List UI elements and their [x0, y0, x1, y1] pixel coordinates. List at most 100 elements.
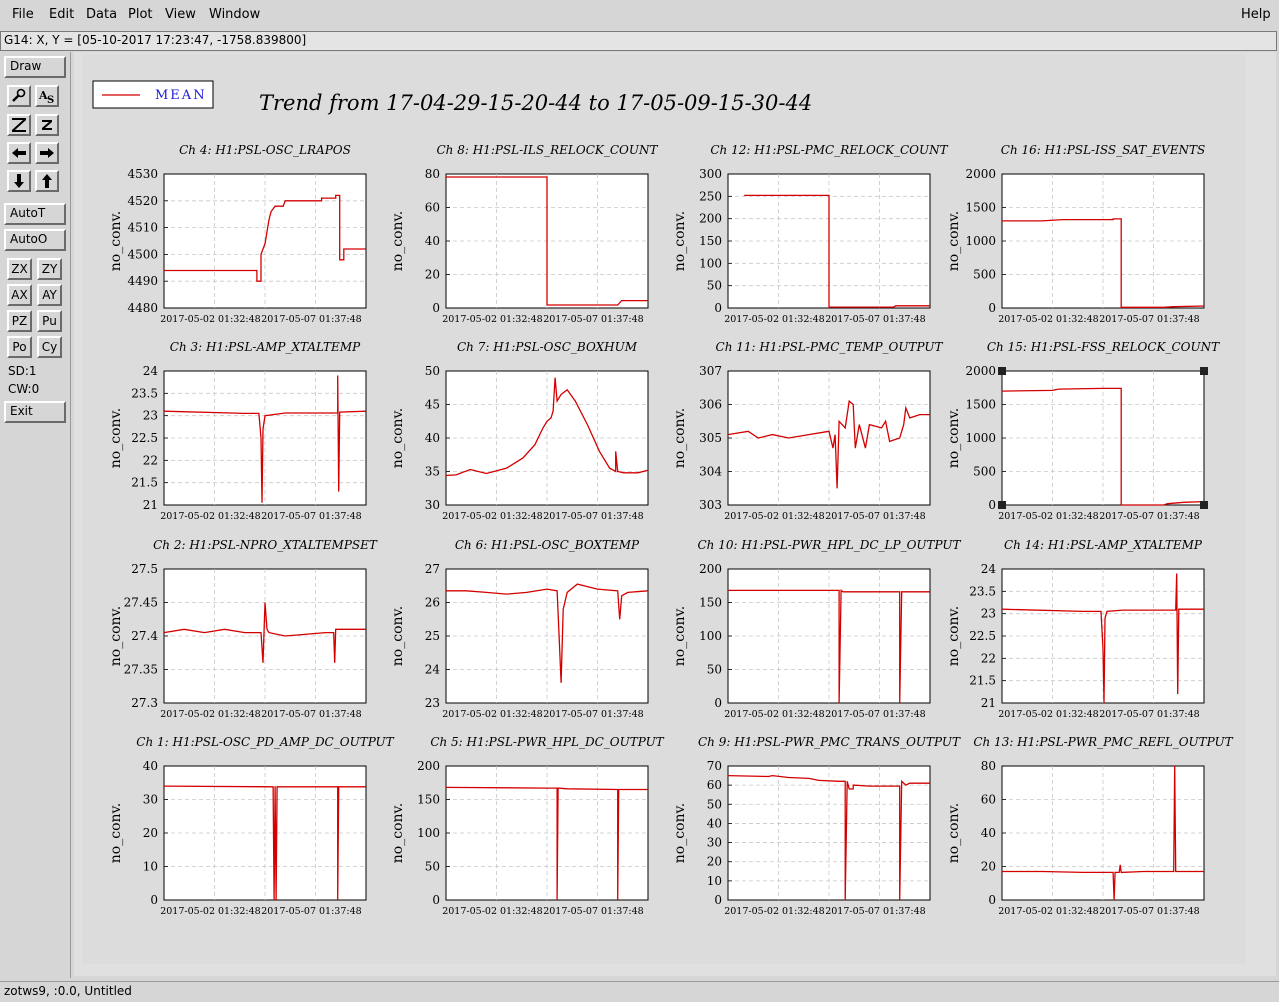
menu-view[interactable]: View	[165, 7, 196, 22]
panel-2[interactable]: Ch 8: H1:PSL-ILS_RELOCK_COUNT80604020020…	[390, 143, 658, 325]
autoo-button[interactable]: AutoO	[4, 229, 66, 251]
panel-title: Ch 4: H1:PSL-OSC_LRAPOS	[179, 143, 351, 157]
panel-title: Ch 14: H1:PSL-AMP_XTALTEMP	[1004, 538, 1203, 552]
ax-button[interactable]: AX	[7, 284, 32, 306]
pz-button[interactable]: PZ	[7, 310, 32, 332]
x-tick-label: 2017-05-07 01:37:48	[543, 314, 643, 325]
panel-4[interactable]: Ch 16: H1:PSL-ISS_SAT_EVENTS 2000 1500 1000…	[946, 143, 1205, 325]
x-tick-label: 2017-05-02 01:32:48	[724, 709, 824, 720]
menu-edit[interactable]: Edit	[49, 7, 75, 22]
arrow-down-icon[interactable]	[7, 170, 31, 192]
selection-handle[interactable]	[1200, 501, 1208, 509]
pu-button[interactable]: Pu	[37, 310, 62, 332]
autot-button[interactable]: AutoT	[4, 203, 66, 225]
panel-11[interactable]: Ch 10: H1:PSL-PWR_HPL_DC_LP_OUTPUT 200 150…	[672, 538, 962, 720]
status-text: zotws9, :0.0, Untitled	[4, 984, 132, 998]
panel-1[interactable]: Ch 4: H1:PSL-OSC_LRAPOS 4530 4520 4510 4500 4…	[108, 143, 367, 325]
panel-13[interactable]: Ch 1: H1:PSL-OSC_PD_AMP_DC_OUTPUT4030201…	[108, 735, 395, 917]
x-tick-label: 2017-05-02 01:32:48	[160, 511, 260, 522]
panel-8[interactable]: Ch 15: H1:PSL-FSS_RELOCK_COUNT 2000 1500 10…	[946, 340, 1220, 522]
y-tick-label: 1500	[965, 201, 996, 215]
y-axis-label: no_conv.	[672, 408, 688, 468]
series-line-mean	[163, 375, 367, 503]
y-tick-label: 250	[699, 189, 722, 203]
zoom-big-z-icon[interactable]	[7, 114, 31, 136]
y-tick-label: 50	[707, 797, 722, 811]
y-tick-label: 21.5	[131, 476, 158, 490]
y-tick-label: 20	[707, 855, 722, 869]
menu-plot[interactable]: Plot	[128, 7, 153, 22]
y-tick-label: 23.5	[131, 386, 158, 400]
x-tick-label: 2017-05-07 01:37:48	[543, 511, 643, 522]
panel-title: Ch 16: H1:PSL-ISS_SAT_EVENTS	[1001, 143, 1205, 157]
status-bar: zotws9, :0.0, Untitled	[0, 981, 1279, 1002]
y-tick-label: 40	[981, 826, 996, 840]
zx-button[interactable]: ZX	[7, 258, 32, 280]
ay-button[interactable]: AY	[37, 284, 62, 306]
menu-window[interactable]: Window	[209, 7, 261, 22]
y-tick-label: 40	[425, 234, 440, 248]
y-tick-label: 10	[143, 860, 158, 874]
y-tick-label: 0	[714, 893, 722, 907]
y-tick-label: 4510	[127, 221, 158, 235]
y-tick-label: 60	[981, 793, 996, 807]
arrow-up-icon[interactable]	[35, 170, 59, 192]
y-tick-label: 60	[425, 201, 440, 215]
y-tick-label: 305	[699, 431, 722, 445]
po-button[interactable]: Po	[7, 336, 32, 358]
series-line-mean	[728, 589, 930, 704]
menu-file[interactable]: File	[12, 7, 34, 22]
y-tick-label: 500	[973, 268, 996, 282]
panel-14[interactable]: Ch 5: H1:PSL-PWR_HPL_DC_OUTPUT 200 150 100 5…	[390, 735, 665, 917]
zoom-small-z-icon[interactable]	[35, 114, 59, 136]
y-tick-label: 27	[425, 562, 440, 576]
panel-15[interactable]: Ch 9: H1:PSL-PWR_PMC_TRANS_OUTPUT 70 60 50 4…	[672, 735, 961, 917]
selection-handle[interactable]	[1200, 367, 1208, 375]
svg-text:S: S	[47, 95, 54, 104]
x-tick-label: 2017-05-02 01:32:48	[998, 906, 1098, 917]
trend-chart[interactable]: MEAN Trend from 17-04-29-15-20-44 to 17-…	[82, 54, 1246, 964]
panel-6[interactable]: Ch 7: H1:PSL-OSC_BOXHUM50454035302017-05…	[390, 340, 649, 522]
magnify-icon[interactable]	[7, 85, 31, 107]
y-tick-label: 40	[143, 759, 158, 773]
y-tick-label: 200	[699, 562, 722, 576]
draw-button[interactable]: Draw	[4, 56, 66, 78]
selection-handle[interactable]	[998, 367, 1006, 375]
y-tick-label: 4500	[127, 247, 158, 261]
y-tick-label: 30	[707, 836, 722, 850]
arrow-right-icon[interactable]	[35, 142, 59, 164]
panel-10[interactable]: Ch 6: H1:PSL-OSC_BOXTEMP27262524232017-0…	[390, 538, 649, 720]
y-tick-label: 0	[988, 301, 996, 315]
panel-title: Ch 5: H1:PSL-PWR_HPL_DC_OUTPUT	[430, 735, 664, 749]
plot-area[interactable]: MEAN Trend from 17-04-29-15-20-44 to 17-…	[82, 54, 1246, 964]
y-tick-label: 500	[973, 465, 996, 479]
arrow-left-icon[interactable]	[7, 142, 31, 164]
x-tick-label: 2017-05-07 01:37:48	[825, 314, 925, 325]
series-line-mean	[1001, 387, 1205, 506]
y-tick-label: 21.5	[969, 674, 996, 688]
exit-button[interactable]: Exit	[4, 401, 66, 423]
menu-help[interactable]: Help	[1241, 7, 1271, 22]
panel-16[interactable]: Ch 13: H1:PSL-PWR_PMC_REFL_OUTPUT 80 60 40 2…	[946, 735, 1234, 917]
menu-data[interactable]: Data	[86, 7, 118, 22]
x-tick-label: 2017-05-07 01:37:48	[825, 709, 925, 720]
y-axis-label: no_conv.	[672, 803, 688, 863]
selection-handle[interactable]	[998, 501, 1006, 509]
panel-12[interactable]: Ch 14: H1:PSL-AMP_XTALTEMP 24 23.5 23 22.5 22…	[946, 538, 1205, 720]
x-tick-label: 2017-05-02 01:32:48	[724, 314, 824, 325]
panel-7[interactable]: Ch 11: H1:PSL-PMC_TEMP_OUTPUT 307 306 305 30…	[672, 340, 943, 522]
cy-button[interactable]: Cy	[37, 336, 62, 358]
panel-9[interactable]: Ch 2: H1:PSL-NPRO_XTALTEMPSET 27.5 27.45 27…	[108, 538, 378, 720]
panel-title: Ch 9: H1:PSL-PWR_PMC_TRANS_OUTPUT	[698, 735, 961, 749]
x-tick-label: 2017-05-02 01:32:48	[160, 314, 260, 325]
y-tick-label: 0	[988, 893, 996, 907]
series-line-mean	[744, 194, 930, 308]
y-tick-label: 30	[143, 793, 158, 807]
zy-button[interactable]: ZY	[37, 258, 62, 280]
y-tick-label: 45	[425, 398, 440, 412]
panel-5[interactable]: Ch 3: H1:PSL-AMP_XTALTEMP 24 23.5 23 22.5 22 2…	[108, 340, 367, 522]
panel-3[interactable]: Ch 12: H1:PSL-PMC_RELOCK_COUNT 300 250 200 1…	[672, 143, 949, 325]
y-tick-label: 100	[417, 826, 440, 840]
x-tick-label: 2017-05-02 01:32:48	[160, 709, 260, 720]
